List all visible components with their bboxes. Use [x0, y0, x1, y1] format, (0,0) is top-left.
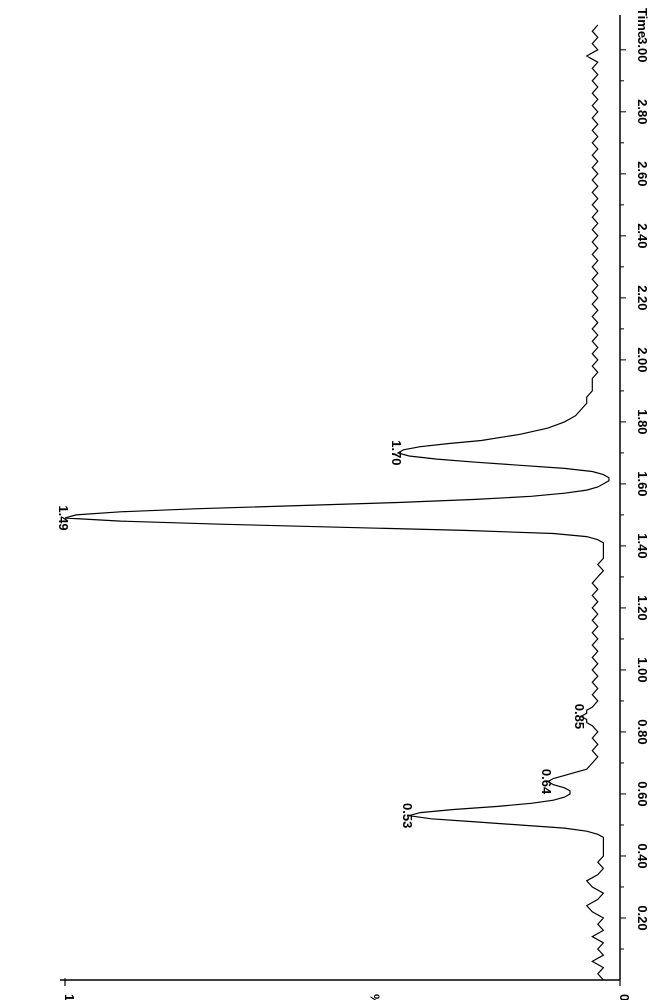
time-tick-label: 2.60 [635, 161, 650, 186]
time-tick-label: 2.00 [635, 347, 650, 372]
peak-label: 0.53 [400, 803, 415, 828]
peak-label: 1.70 [389, 440, 404, 465]
chart-svg: 0.20 0.40 0.60 0.80 1.00 1.20 1.40 1.60 1.80 2.00… [0, 0, 650, 1000]
time-tick-label: 0.80 [635, 719, 650, 744]
peak-label: 0.64 [539, 769, 554, 795]
time-tick-label: 2.80 [635, 99, 650, 124]
peak-label: 0.85 [572, 704, 587, 729]
time-tick-label: 3.00 [635, 37, 650, 62]
time-tick-label: 0.40 [635, 843, 650, 868]
intensity-tick-label: 100 [62, 994, 77, 1000]
time-tick-label: 2.20 [635, 285, 650, 310]
time-tick-label: 1.00 [635, 657, 650, 682]
time-tick-label: 1.40 [635, 533, 650, 558]
time-tick-label: 2.40 [635, 223, 650, 248]
time-tick-label: 1.80 [635, 409, 650, 434]
time-tick-label: 1.60 [635, 471, 650, 496]
time-axis-label: Time [635, 8, 650, 38]
time-tick-label: 1.20 [635, 595, 650, 620]
time-tick-label: 0.20 [635, 905, 650, 930]
chromatogram-trace [65, 25, 609, 980]
time-tick-label: 0.60 [635, 781, 650, 806]
intensity-axis-label: % [367, 994, 382, 1000]
chromatogram-chart: 0.20 0.40 0.60 0.80 1.00 1.20 1.40 1.60 1.80 2.00… [0, 0, 650, 1000]
peak-label: 1.49 [56, 505, 71, 530]
intensity-tick-label: 0 [617, 994, 632, 1000]
